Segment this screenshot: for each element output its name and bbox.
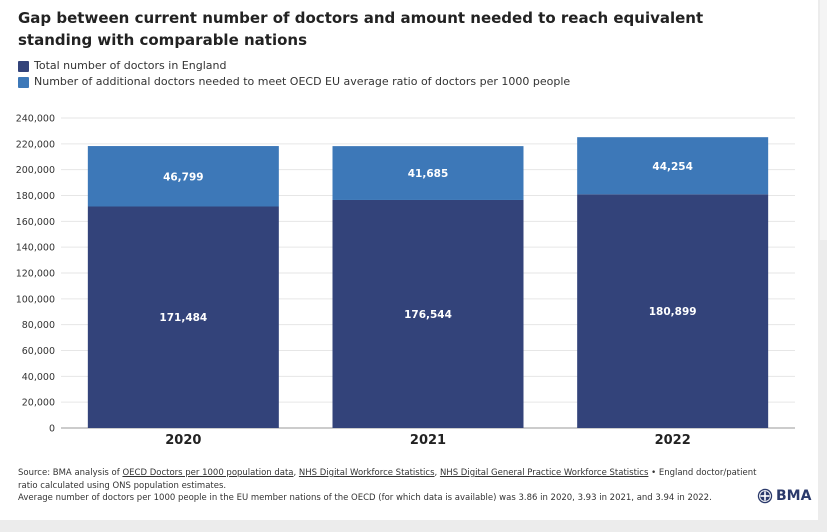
y-tick-label: 20,000	[22, 398, 55, 409]
legend-item-additional[interactable]: Number of additional doctors needed to m…	[18, 74, 570, 90]
scrollbar[interactable]	[820, 0, 827, 240]
y-tick-label: 180,000	[16, 191, 55, 202]
bar-additional-doctors	[577, 137, 769, 195]
bar-total-doctors	[577, 194, 769, 428]
source-link-nhs-workforce[interactable]: NHS Digital Workforce Statistics	[298, 468, 435, 478]
y-tick-label: 40,000	[22, 372, 55, 383]
legend-swatch-additional	[18, 76, 29, 88]
y-tick-label: 220,000	[16, 139, 55, 150]
source-link-oecd[interactable]: OECD Doctors per 1000 population data	[122, 468, 294, 478]
y-tick-label: 120,000	[16, 269, 55, 280]
data-label: 171,484	[159, 312, 207, 324]
source-prefix: Source: BMA analysis of	[18, 468, 123, 478]
stacked-bar-chart: 0 20,000 40,000 60,000 80,000 100,000 120,000 1…	[16, 114, 795, 448]
bma-crest-icon	[757, 488, 773, 504]
source-link-nhs-gp[interactable]: NHS Digital General Practice Workforce S…	[439, 468, 649, 478]
data-label: 44,254	[652, 161, 693, 173]
data-label: 176,544	[404, 309, 452, 321]
source-separator: ,	[293, 468, 299, 478]
data-label: 180,899	[649, 306, 697, 318]
source-separator: ,	[434, 468, 440, 478]
y-tick-label: 0	[49, 424, 55, 435]
bma-logo-text: BMA	[776, 488, 812, 504]
y-tick-label: 140,000	[16, 243, 55, 254]
footer-note: Average number of doctors per 1000 peopl…	[18, 493, 712, 503]
bar-total-doctors	[332, 199, 524, 428]
legend-label-total: Total number of doctors in England	[34, 59, 227, 72]
y-tick-label: 160,000	[16, 217, 55, 228]
y-tick-label: 200,000	[16, 165, 55, 176]
legend-item-total[interactable]: Total number of doctors in England	[18, 58, 570, 74]
chart-title: Gap between current number of doctors an…	[18, 9, 704, 49]
chart-card: Gap between current number of doctors an…	[0, 0, 818, 520]
bar-additional-doctors	[332, 146, 524, 200]
x-tick-label: 2021	[410, 433, 446, 448]
y-tick-label: 60,000	[22, 346, 55, 357]
bma-logo: BMA	[757, 488, 811, 504]
legend-label-additional: Number of additional doctors needed to m…	[34, 75, 571, 88]
x-tick-label: 2020	[165, 433, 201, 448]
data-label: 41,685	[408, 168, 449, 180]
chart-legend: Total number of doctors in England Numbe…	[18, 58, 570, 90]
source-suffix: • England doctor/patient ratio calculate…	[18, 468, 757, 491]
data-label: 46,799	[163, 171, 204, 183]
y-tick-label: 80,000	[22, 320, 55, 331]
bar-additional-doctors	[87, 146, 279, 207]
legend-swatch-total	[18, 60, 29, 72]
y-tick-label: 100,000	[16, 294, 55, 305]
x-tick-label: 2022	[655, 433, 691, 448]
bar-total-doctors	[87, 206, 279, 428]
y-tick-label: 240,000	[16, 114, 55, 125]
chart-footer: Source: BMA analysis of OECD Doctors per…	[18, 467, 758, 505]
